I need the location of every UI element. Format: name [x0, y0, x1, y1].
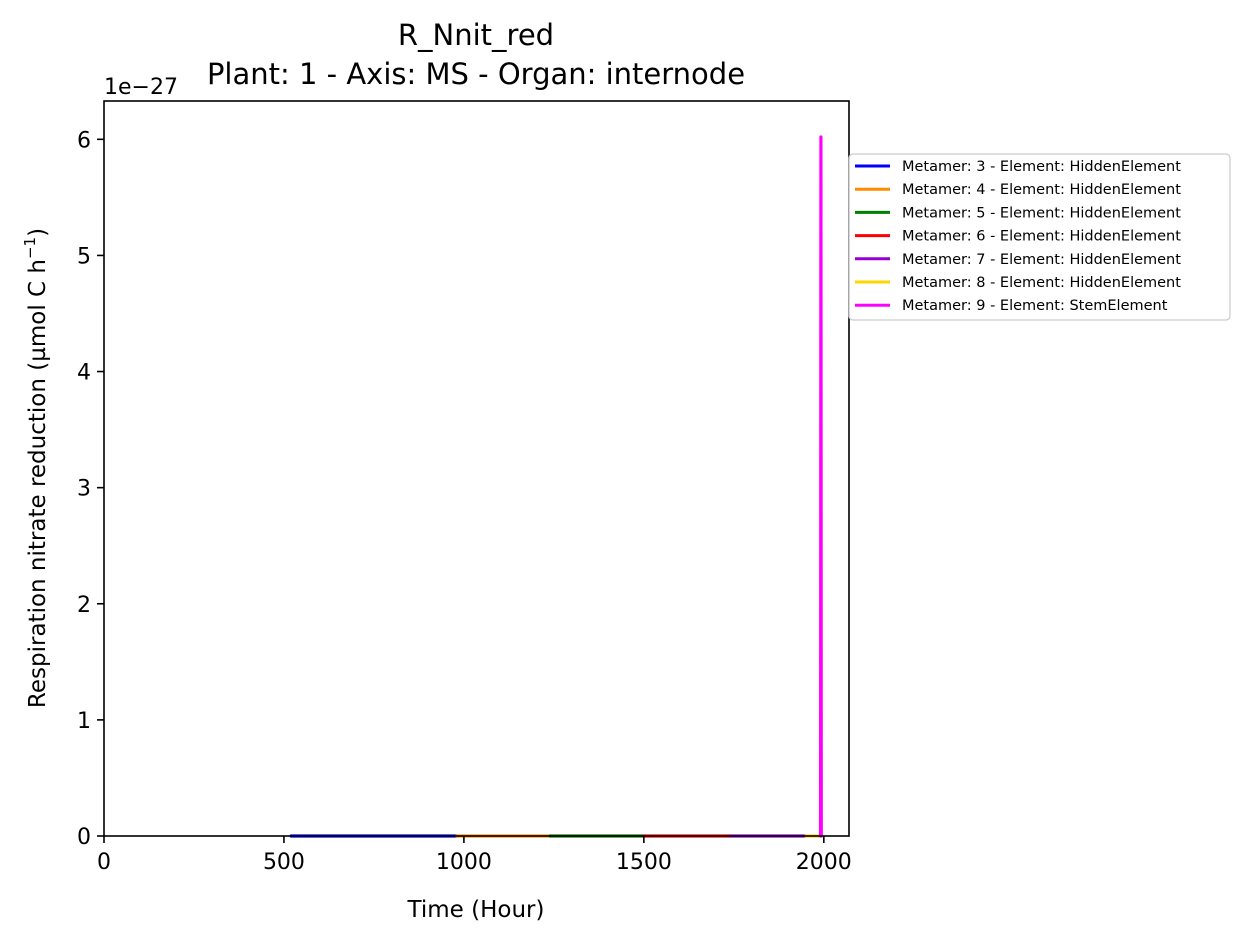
y-tick-label: 1 — [77, 709, 91, 734]
legend-entry: Metamer: 6 - Element: HiddenElement — [902, 229, 1181, 245]
y-axis-label: Respiration nitrate reduction (µmol C h−… — [21, 228, 51, 708]
y-tick-label: 4 — [77, 361, 91, 386]
y-tick-label: 2 — [77, 593, 91, 618]
legend-entry: Metamer: 9 - Element: StemElement — [902, 298, 1168, 314]
y-axis-label-end: ) — [25, 228, 51, 237]
y-tick-label: 6 — [77, 128, 91, 153]
x-axis-label: Time (Hour) — [407, 897, 545, 923]
y-axis-label-main: Respiration nitrate reduction (µmol C h — [25, 259, 51, 708]
chart-subtitle: Plant: 1 - Axis: MS - Organ: internode — [207, 57, 745, 91]
x-tick-label: 1000 — [436, 850, 492, 875]
x-axis-ticks: 0 500 1000 1500 2000 — [97, 836, 852, 875]
legend-entry: Metamer: 7 - Element: HiddenElement — [902, 252, 1181, 268]
legend-entry: Metamer: 5 - Element: HiddenElement — [902, 205, 1181, 221]
legend: Metamer: 3 - Element: HiddenElement Metam… — [848, 153, 1231, 321]
y-tick-label: 3 — [77, 477, 91, 502]
chart-title: R_Nnit_red — [398, 18, 554, 52]
x-tick-label: 1500 — [616, 850, 672, 875]
legend-entry: Metamer: 3 - Element: HiddenElement — [902, 159, 1181, 175]
plot-area — [289, 135, 823, 838]
y-tick-label: 5 — [77, 244, 91, 269]
plot-frame — [103, 100, 850, 837]
y-axis-ticks: 0 1 2 3 4 5 6 — [77, 128, 104, 850]
legend-entry: Metamer: 4 - Element: HiddenElement — [902, 182, 1181, 198]
y-offset-text: 1e−27 — [104, 75, 178, 100]
x-tick-label: 0 — [97, 850, 111, 875]
x-tick-label: 2000 — [796, 850, 852, 875]
y-tick-label: 0 — [77, 825, 91, 850]
x-tick-label: 500 — [263, 850, 305, 875]
series-line-7 — [818, 135, 823, 838]
legend-entry: Metamer: 8 - Element: HiddenElement — [902, 275, 1181, 291]
legend-frame — [848, 153, 1231, 321]
y-axis-label-superscript: −1 — [21, 237, 39, 259]
